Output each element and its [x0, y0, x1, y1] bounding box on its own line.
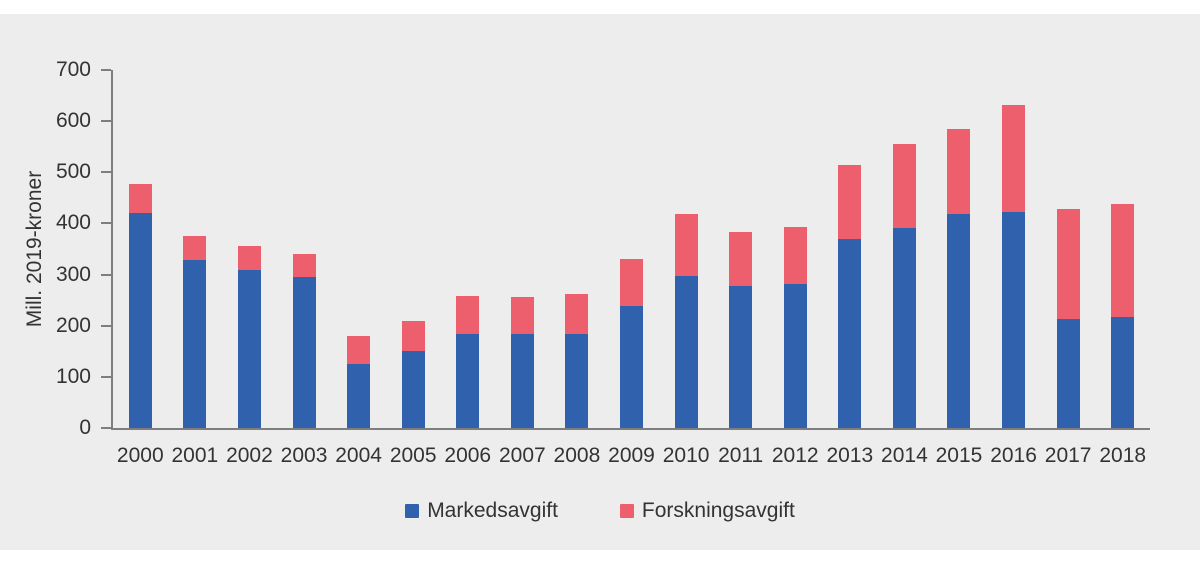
bar-2013-forskningsavgift — [838, 164, 862, 239]
legend-item-forskningsavgift: Forskningsavgift — [619, 499, 795, 523]
x-axis-label-2011: 2011 — [718, 444, 764, 467]
x-axis-label-2016: 2016 — [990, 444, 1037, 467]
y-axis-tick-label: 600 — [55, 109, 91, 133]
y-axis-tick — [101, 171, 111, 174]
y-axis-tick — [101, 222, 111, 225]
bar-2004-markedsavgift — [347, 363, 371, 428]
x-axis-label-2004: 2004 — [335, 444, 382, 467]
y-axis-tick-label: 400 — [55, 211, 91, 235]
bar-2004-forskningsavgift — [347, 335, 371, 364]
x-axis-label-2003: 2003 — [280, 444, 328, 467]
bar-2014-markedsavgift — [892, 227, 916, 428]
y-axis-title-text: Mill. 2019-kroner — [23, 170, 46, 328]
y-axis-tick — [101, 427, 111, 429]
legend-label-forskningsavgift: Forskningsavgift — [641, 499, 795, 522]
x-axis-label-2002: 2002 — [226, 444, 273, 467]
y-axis-tick-label: 500 — [55, 160, 91, 184]
x-axis-label-2018: 2018 — [1099, 444, 1147, 467]
x-axis-label-2007: 2007 — [498, 444, 546, 467]
x-axis-label-2000: 2000 — [116, 444, 164, 467]
bar-2018-markedsavgift — [1111, 316, 1135, 428]
bar-2001-forskningsavgift — [183, 236, 207, 261]
x-axis-label-2010: 2010 — [662, 444, 710, 467]
x-axis-label-2001: 2001 — [171, 444, 219, 467]
bar-2011-markedsavgift — [729, 286, 753, 428]
legend-marker-forskningsavgift-icon — [619, 504, 634, 518]
x-axis-label-2014: 2014 — [881, 444, 928, 467]
bar-2009-markedsavgift — [620, 306, 643, 428]
bar-2008-markedsavgift — [565, 333, 589, 428]
bar-2005-markedsavgift — [401, 350, 425, 428]
bar-2000-forskningsavgift — [128, 184, 152, 214]
bar-2003-markedsavgift — [292, 276, 316, 428]
x-axis-label-2006: 2006 — [444, 444, 492, 467]
legend: Markedsavgift Forskningsavgift — [0, 498, 1200, 524]
bar-2003-forskningsavgift — [292, 253, 316, 277]
y-axis-tick-label: 300 — [55, 262, 91, 286]
x-axis-label-2005: 2005 — [389, 444, 437, 467]
y-axis-tick — [101, 324, 111, 327]
bar-2010-markedsavgift — [674, 276, 698, 428]
x-axis-label-2013: 2013 — [826, 444, 874, 467]
y-axis-tick — [101, 120, 111, 123]
bar-2016-forskningsavgift — [1002, 104, 1026, 212]
bar-2017-markedsavgift — [1056, 319, 1080, 428]
bar-2012-forskningsavgift — [783, 226, 807, 284]
bar-2018-forskningsavgift — [1111, 204, 1135, 317]
bar-2007-markedsavgift — [510, 333, 534, 428]
bar-2011-forskningsavgift — [729, 231, 753, 287]
y-axis-tick — [101, 273, 111, 276]
bar-2002-forskningsavgift — [237, 246, 261, 271]
bar-2015-markedsavgift — [947, 214, 971, 428]
bar-2012-markedsavgift — [783, 283, 807, 428]
y-axis-tick — [101, 375, 111, 378]
chart-panel: Mill. 2019-kroner 0 100 200 300 400 500 600 700… — [0, 14, 1200, 550]
bar-2008-forskningsavgift — [565, 293, 589, 334]
x-axis-label-2012: 2012 — [771, 444, 819, 467]
y-axis-tick-label: 0 — [79, 416, 91, 439]
bar-2001-markedsavgift — [183, 260, 207, 428]
bar-2000-markedsavgift — [128, 213, 152, 428]
bar-2016-markedsavgift — [1002, 211, 1026, 428]
legend-item-markedsavgift: Markedsavgift — [405, 499, 558, 523]
bar-2006-markedsavgift — [456, 333, 480, 428]
bar-2005-forskningsavgift — [401, 321, 425, 351]
y-axis-tick-label: 200 — [55, 313, 91, 337]
x-axis-label-2009: 2009 — [608, 444, 655, 467]
bar-2017-forskningsavgift — [1056, 209, 1080, 320]
bar-2013-markedsavgift — [838, 238, 862, 428]
x-axis-label-2008: 2008 — [553, 444, 601, 467]
y-axis-tick-label: 700 — [55, 58, 91, 81]
bar-2009-forskningsavgift — [620, 258, 643, 307]
y-axis-tick — [101, 69, 111, 71]
legend-label-markedsavgift: Markedsavgift — [427, 499, 558, 522]
bar-2014-forskningsavgift — [892, 144, 916, 228]
legend-marker-markedsavgift-icon — [405, 504, 420, 518]
x-axis-label-2015: 2015 — [935, 444, 983, 467]
y-axis-tick-label: 100 — [55, 364, 91, 388]
bar-2010-forskningsavgift — [674, 214, 698, 277]
bar-2002-markedsavgift — [237, 270, 261, 428]
x-axis-label-2017: 2017 — [1044, 444, 1092, 467]
plot-area: 0 100 200 300 400 500 600 700 2000 2001 2002 2003 20… — [56, 58, 1150, 467]
bar-2007-forskningsavgift — [510, 296, 534, 334]
bar-2015-forskningsavgift — [947, 128, 971, 215]
bar-2006-forskningsavgift — [456, 296, 480, 334]
